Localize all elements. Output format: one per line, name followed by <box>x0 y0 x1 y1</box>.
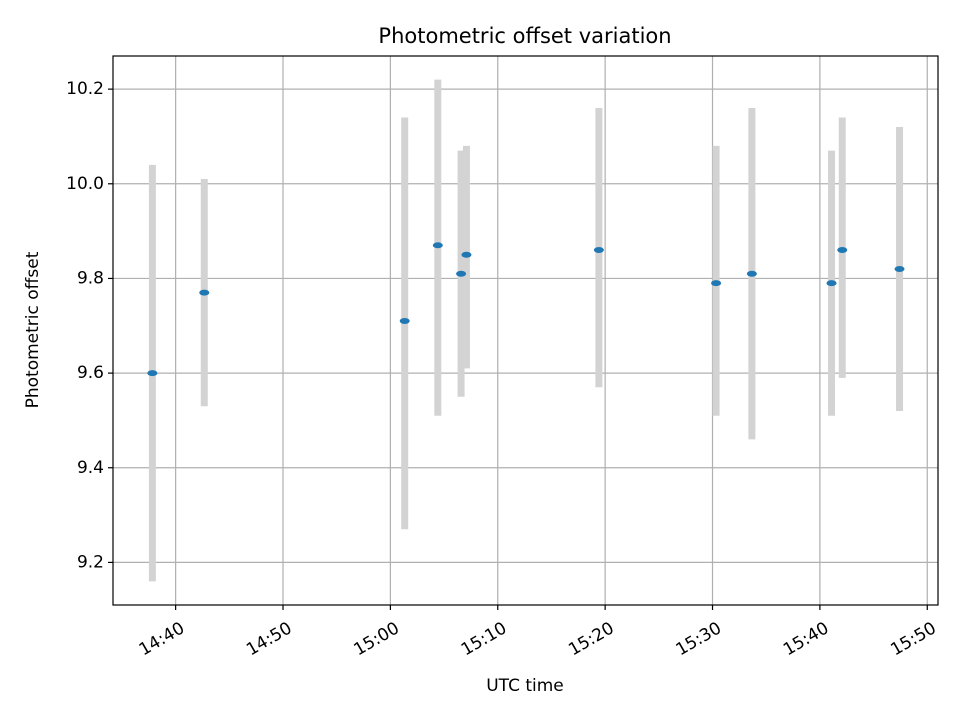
x-axis-label: UTC time <box>486 676 564 696</box>
y-tick-label: 9.2 <box>77 552 104 572</box>
data-point <box>837 247 848 254</box>
y-axis-label: Photometric offset <box>23 251 43 408</box>
y-axis-ticks: 9.2 9.4 9.6 9.8 10.0 10.2 <box>66 79 113 572</box>
data-points <box>147 242 905 377</box>
data-point <box>147 370 158 377</box>
data-point <box>711 280 722 287</box>
data-point <box>894 265 905 272</box>
y-tick-label: 9.8 <box>77 268 104 288</box>
data-point <box>826 280 837 287</box>
data-point <box>461 251 472 258</box>
data-point <box>456 270 467 277</box>
data-point <box>593 247 604 254</box>
data-point <box>432 242 443 249</box>
chart-title: Photometric offset variation <box>378 24 671 48</box>
y-tick-label: 10.2 <box>66 79 104 99</box>
data-point <box>746 270 757 277</box>
y-tick-label: 10.0 <box>66 174 104 194</box>
y-tick-label: 9.6 <box>77 363 104 383</box>
data-point <box>399 318 410 325</box>
plot-frame <box>112 55 939 606</box>
data-point <box>199 289 210 296</box>
y-tick-label: 9.4 <box>77 458 104 478</box>
grid <box>113 56 938 605</box>
